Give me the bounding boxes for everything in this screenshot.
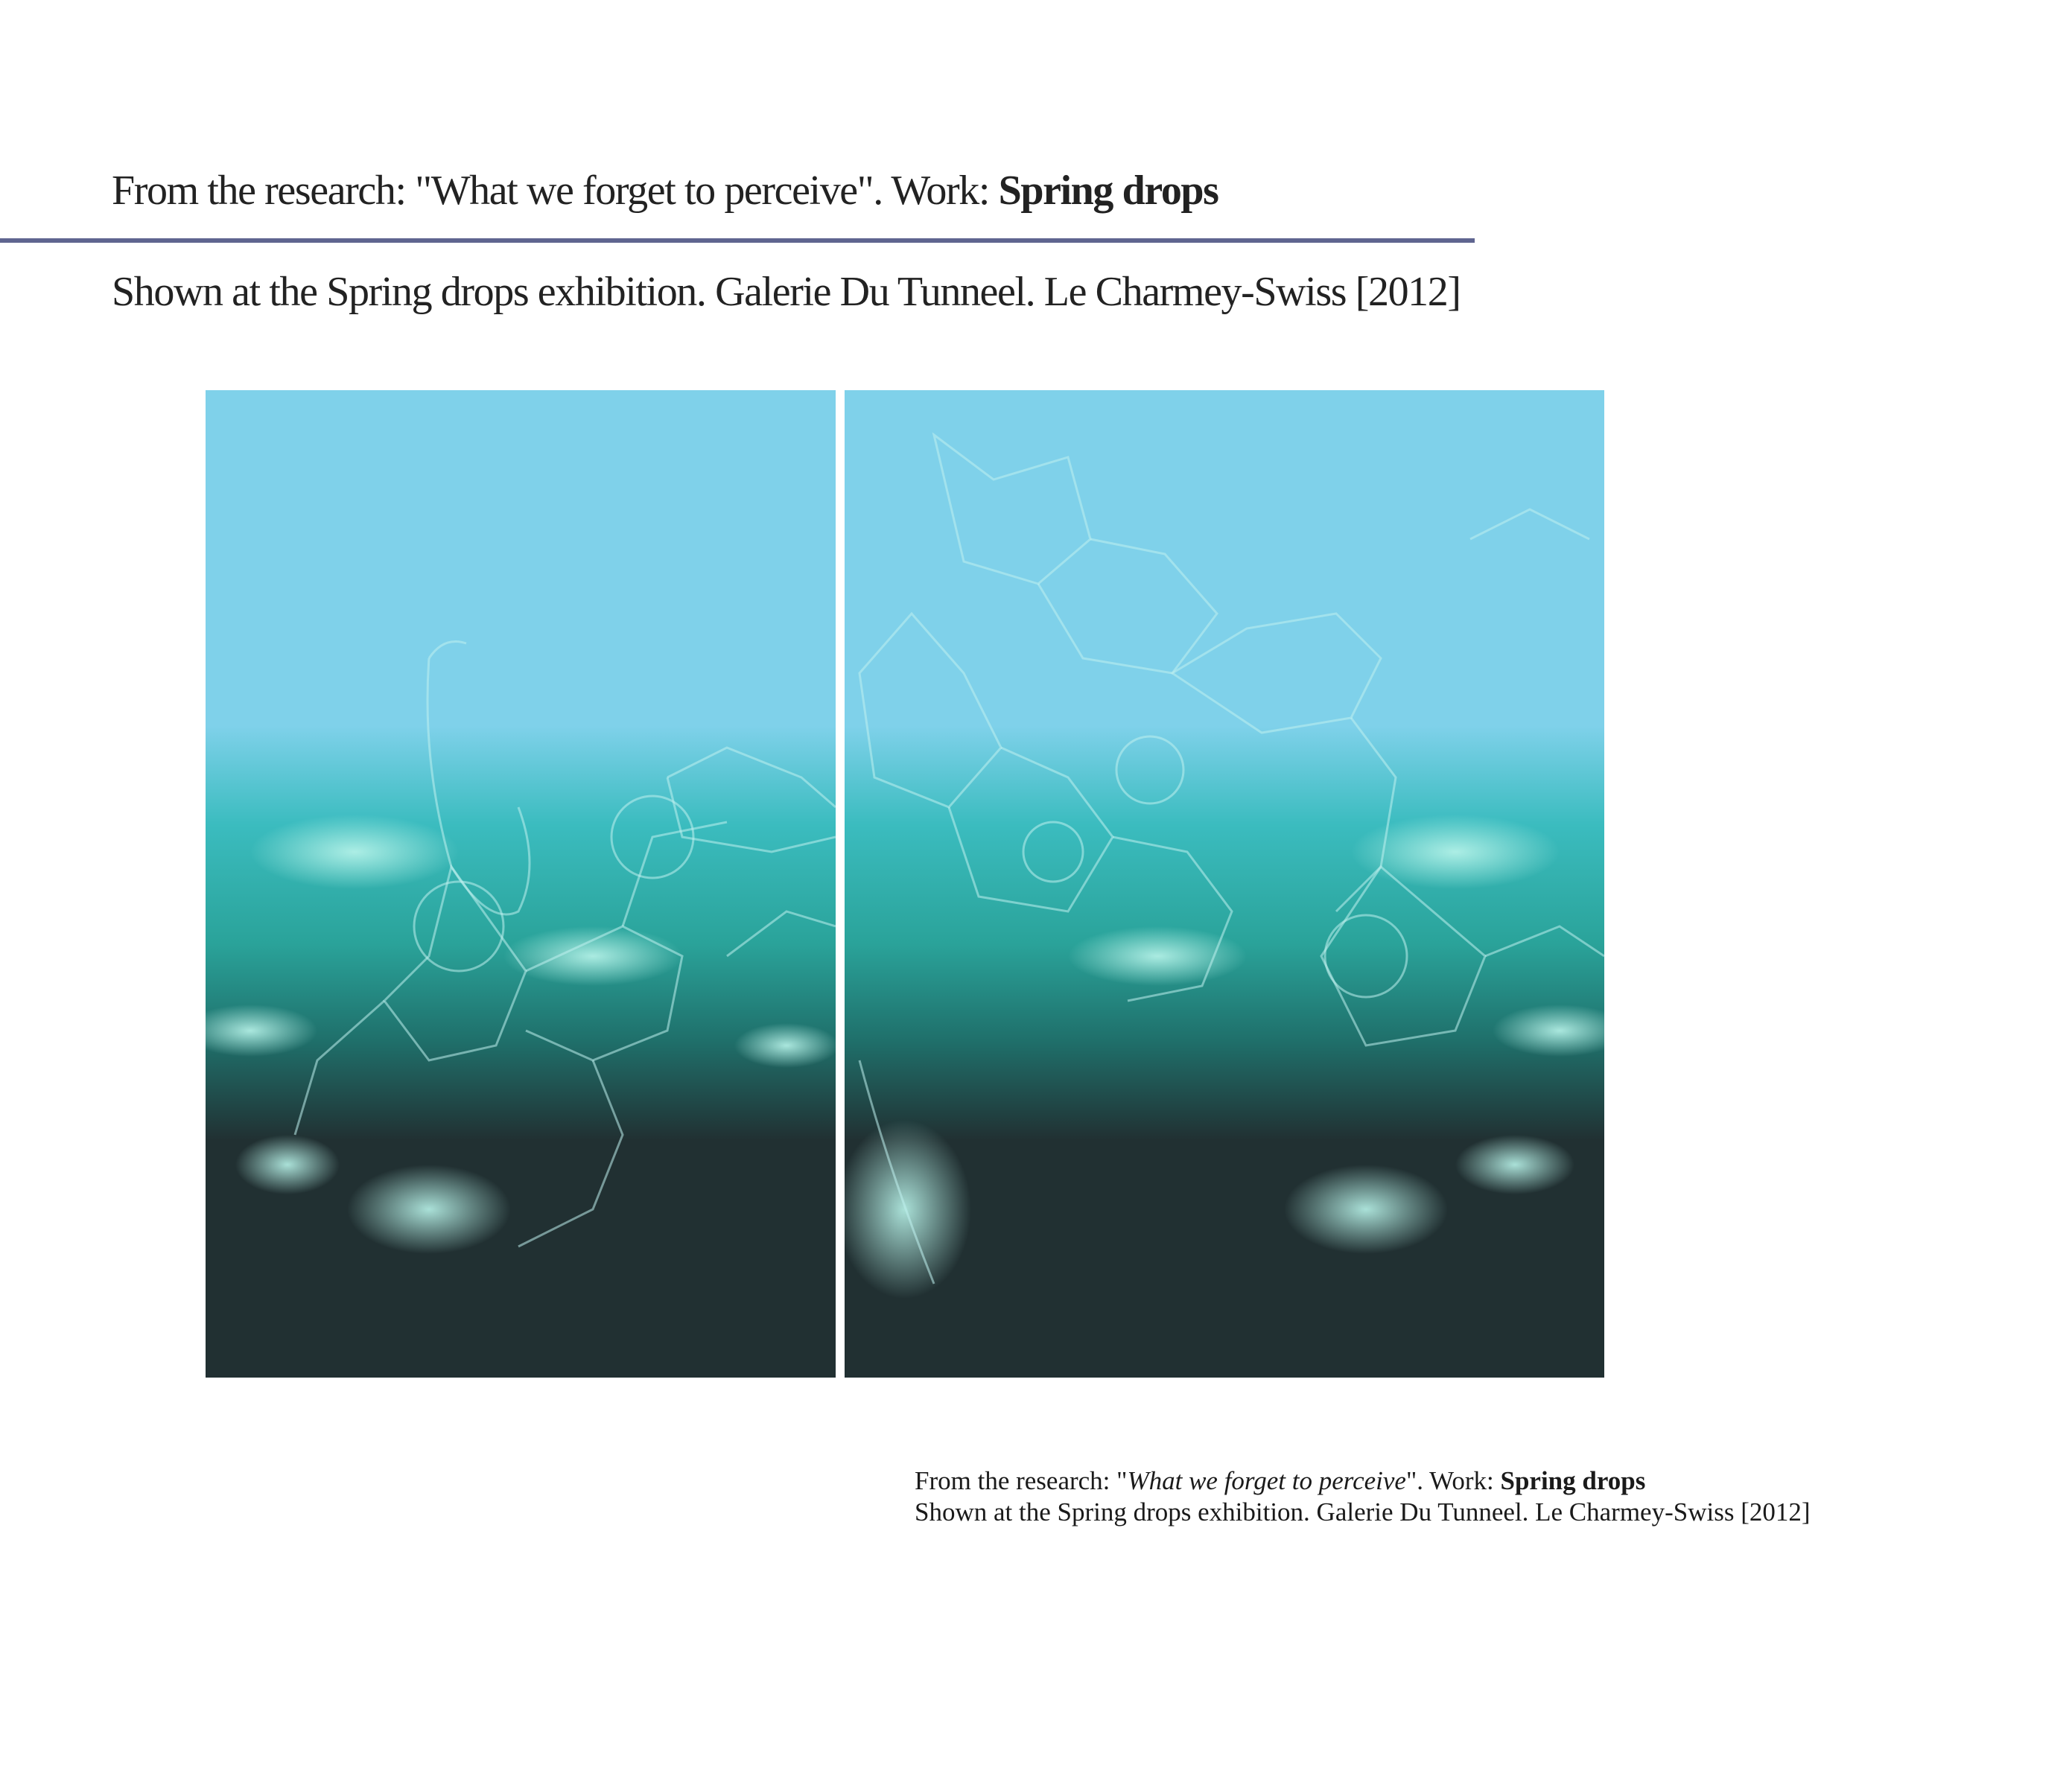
page-title: From the research: "What we forget to pe… <box>112 168 1219 214</box>
figure-caption: From the research: "What we forget to pe… <box>915 1465 1811 1528</box>
page-subtitle: Shown at the Spring drops exhibition. Ga… <box>112 269 1461 315</box>
header-divider <box>0 238 1475 243</box>
artwork-left-image <box>206 390 836 1378</box>
title-prefix: From the research: "What we forget to pe… <box>112 168 999 214</box>
artwork-right-image <box>845 390 1604 1378</box>
caption-work-name: Spring drops <box>1500 1466 1646 1495</box>
caption-line-exhibition: Shown at the Spring drops exhibition. Ga… <box>915 1497 1811 1527</box>
caption-prefix: From the research: " <box>915 1466 1128 1495</box>
caption-research-title: What we forget to perceive <box>1127 1466 1406 1495</box>
title-work-name: Spring drops <box>998 168 1219 214</box>
artwork-panel-left <box>206 390 836 1378</box>
caption-line-research: From the research: "What we forget to pe… <box>915 1465 1811 1497</box>
caption-work-label: ". Work: <box>1405 1466 1501 1495</box>
artwork-panel-right <box>845 390 1604 1378</box>
